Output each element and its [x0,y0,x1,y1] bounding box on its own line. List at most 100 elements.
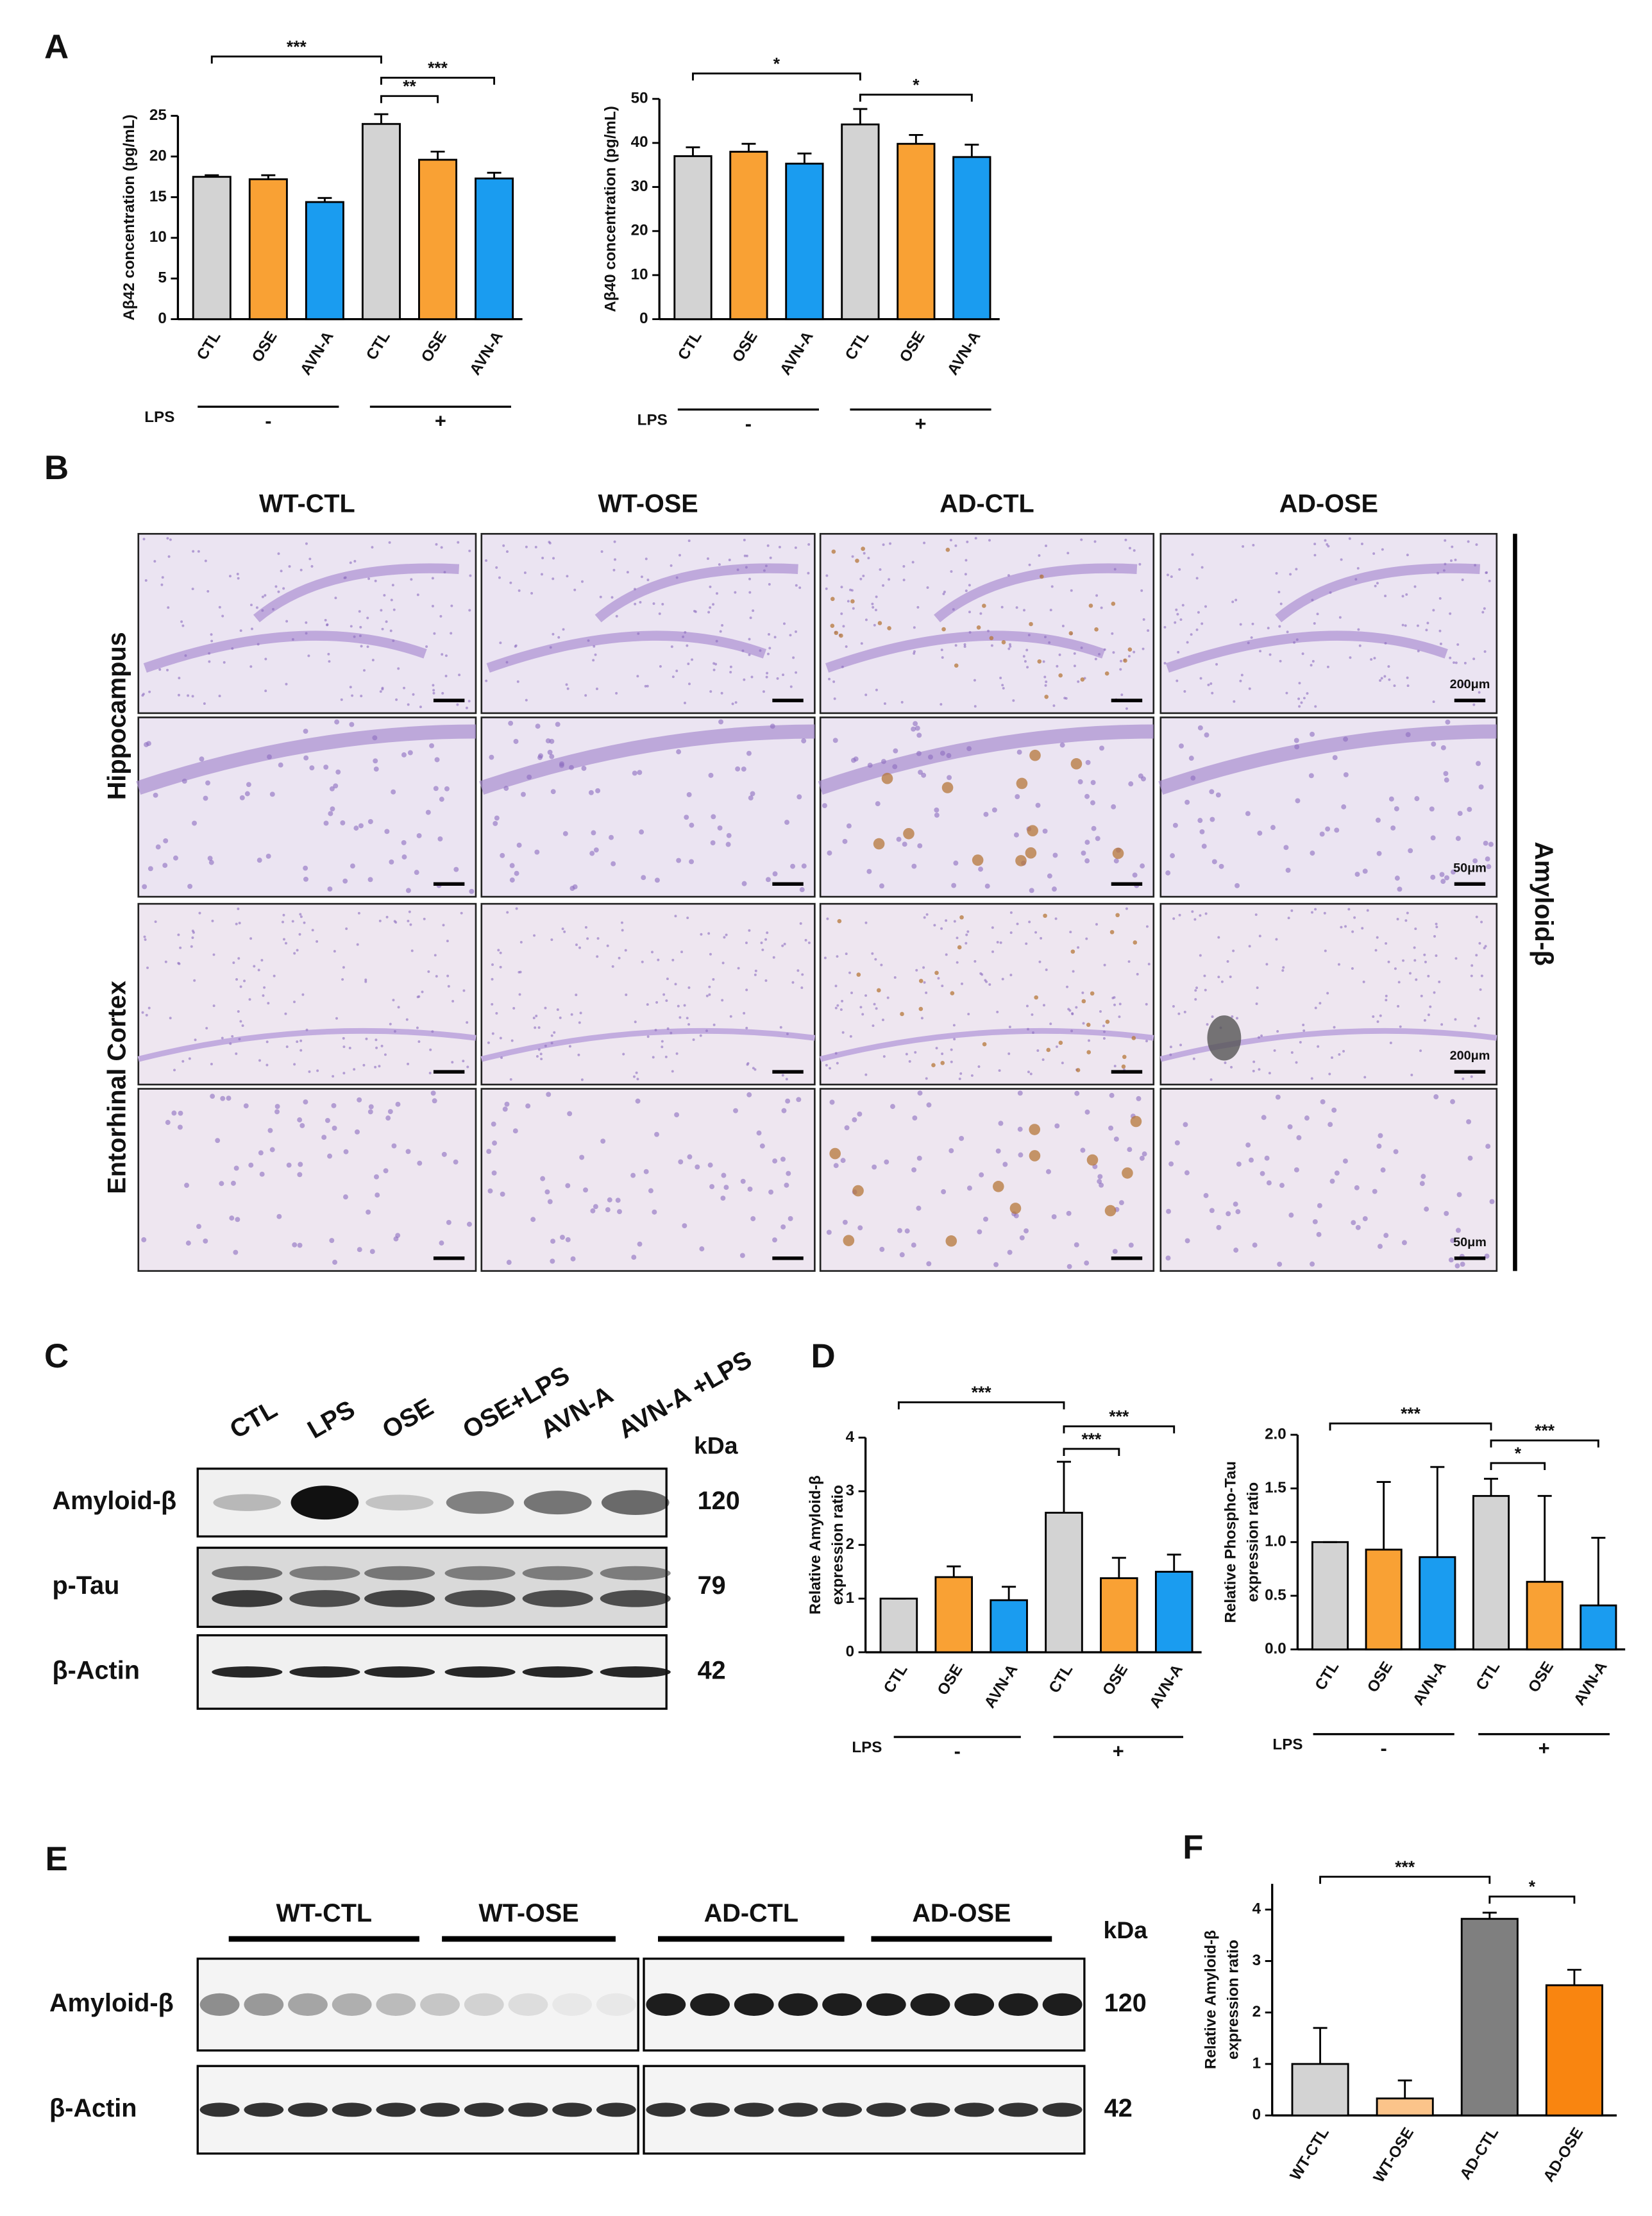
cell [1028,920,1031,924]
cell [941,1053,944,1056]
cell [834,1052,838,1055]
cell [754,973,757,976]
cell [298,933,301,936]
cell [686,792,692,797]
column-title: WT-CTL [259,490,355,518]
column-title: WT-OSE [598,490,698,518]
cell [1095,594,1099,597]
cell [768,647,771,650]
cell [1216,1224,1222,1230]
bar [1100,1577,1138,1654]
error-bar [1483,1478,1499,1496]
cell [841,665,844,668]
cell [974,537,977,540]
cell [485,559,488,562]
cell [381,688,384,691]
cell [741,649,745,652]
cell [671,675,675,679]
cell [766,931,769,935]
cell [950,570,953,573]
cell [297,1117,303,1122]
cell [1061,1061,1064,1065]
error-bar [1537,1494,1552,1582]
band [288,1993,328,2016]
cell [734,591,737,594]
cell [861,1013,864,1016]
band [690,2102,730,2117]
cell [1239,679,1242,682]
cell [1102,1037,1106,1040]
cell [1059,742,1065,748]
cell [790,863,796,869]
cell [1451,869,1456,875]
cell [228,575,232,578]
band [596,2102,636,2117]
cell [1295,638,1299,641]
cell [373,758,378,764]
cell [1252,1060,1256,1063]
cell [905,1053,908,1056]
cell [579,1155,585,1160]
cell [462,989,466,992]
cell [1453,661,1456,664]
cell [429,1048,432,1051]
cell [720,1196,726,1201]
cell [142,537,146,541]
cell [764,979,768,982]
cell [249,604,253,607]
cell [913,650,916,653]
cell [378,1065,381,1068]
cell [1480,974,1483,977]
cell [822,803,827,809]
cell [257,968,260,972]
cell [748,653,751,656]
cell [1138,773,1143,779]
cell [269,1147,275,1153]
cell [369,1249,375,1255]
cell [1163,625,1167,629]
cell [768,632,770,636]
cell [867,557,870,560]
cell [996,941,999,944]
lane-label: OSE [378,1393,438,1444]
tissue-layer [136,724,476,795]
cell [1275,571,1278,575]
cell [687,986,691,989]
lane-label: CTL [225,1395,282,1444]
error-bar [1313,2027,1328,2064]
cell [505,661,509,664]
cell [652,1056,655,1059]
cell [849,588,852,591]
cell [1402,959,1405,962]
cell [1328,1122,1333,1128]
size-label: 120 [1104,1989,1147,2017]
cell [266,853,271,859]
group-axis-label: LPS [852,1739,882,1756]
cell [684,702,686,705]
cell [952,608,955,611]
plaque [877,988,881,993]
cell [153,560,156,563]
cell [1260,1034,1263,1037]
cell [1331,1107,1337,1113]
cell [934,807,940,813]
cell [686,1017,689,1020]
cell [466,1065,469,1069]
cell [229,1215,235,1221]
cell [392,639,395,642]
significance-bracket [380,76,496,85]
cell [973,960,977,963]
cell [154,920,157,924]
cell [296,1040,299,1044]
group-label: - [1381,1737,1387,1759]
cell [235,977,239,981]
x-tick-label: AD-OSE [1540,2124,1587,2185]
cell [357,1247,362,1253]
error-bar [430,150,445,160]
cell [772,1237,777,1243]
cell [193,979,196,982]
cell [332,1125,337,1131]
cell [578,946,581,949]
y-tick-label: 2.0 [1265,1425,1286,1442]
cell [922,966,925,969]
